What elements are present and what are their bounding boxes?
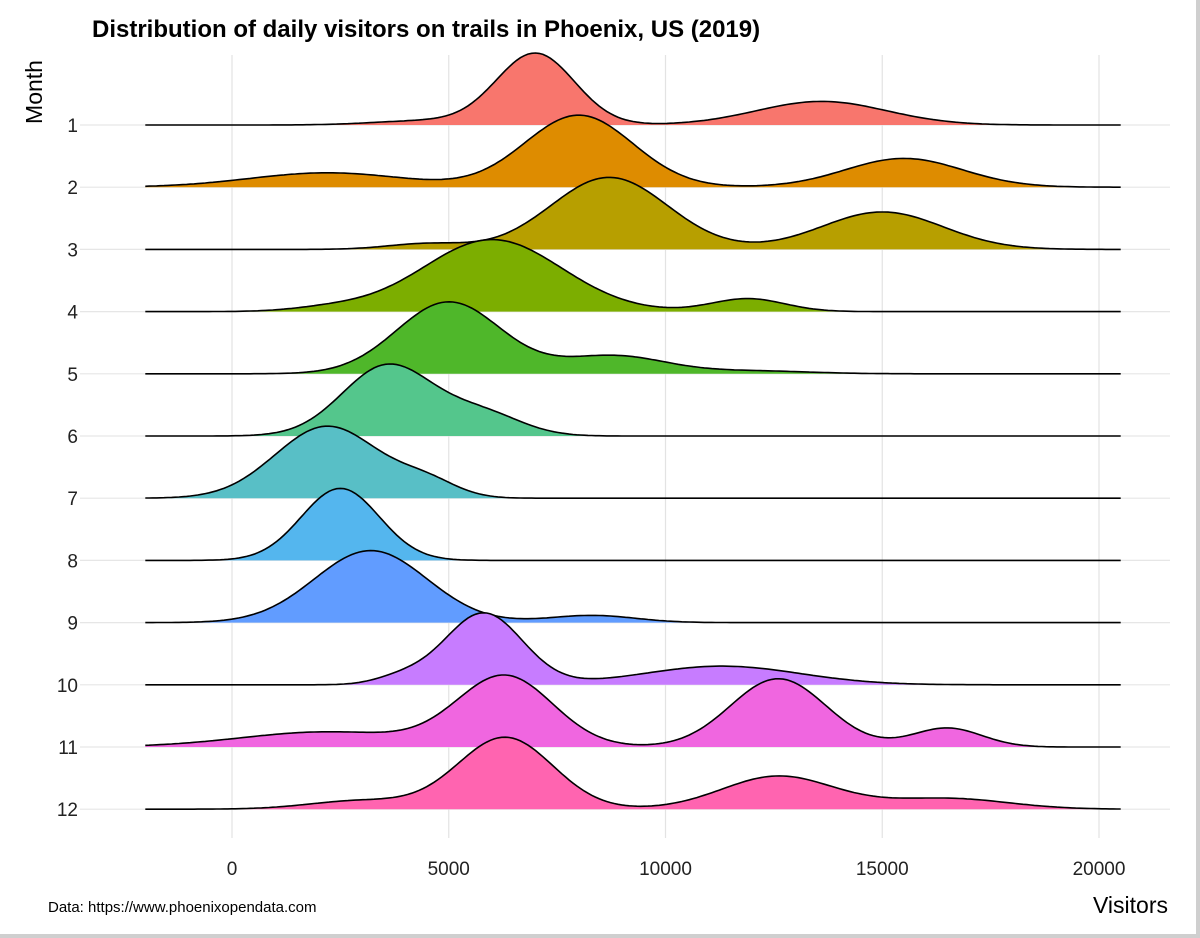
- ridge-fill-month-8: [145, 488, 1121, 561]
- ridge-outline-month-8: [145, 487, 1121, 562]
- x-tick-label: 20000: [1073, 859, 1126, 880]
- y-tick-label: 7: [67, 489, 78, 510]
- label-layer: 0 5000 10000 15000 20000123456789101112Visit…: [21, 60, 1168, 918]
- y-tick-label: 11: [58, 738, 78, 759]
- ridge-outline-month-11: [145, 674, 1121, 748]
- ridge-outline-month-10: [145, 611, 1121, 686]
- ridge-fill-month-3: [145, 177, 1121, 250]
- x-tick-label: 15000: [856, 859, 909, 880]
- ridge-fill-month-5: [145, 301, 1121, 374]
- ridge-outline-month-4: [145, 238, 1121, 313]
- ridge-outline-month-12: [145, 736, 1121, 810]
- ridge-fill-month-7: [145, 426, 1121, 499]
- ridge-outline-month-5: [145, 300, 1121, 375]
- ridge-outline-month-1: [145, 52, 1121, 126]
- ridge-fill-month-6: [145, 364, 1121, 436]
- chart-title: Distribution of daily visitors on trails…: [92, 16, 761, 43]
- x-tick-label: 10000: [639, 859, 692, 880]
- y-tick-label: 9: [67, 614, 78, 635]
- ridge-layer: [145, 52, 1121, 810]
- y-tick-label: 10: [57, 676, 78, 697]
- x-tick-label: 5000: [428, 859, 470, 880]
- y-tick-label: 1: [67, 116, 78, 137]
- ridge-outline-month-3: [145, 176, 1121, 251]
- y-tick-label: 12: [57, 800, 78, 821]
- ridge-fill-month-12: [145, 737, 1121, 810]
- ridge-fill-month-9: [145, 550, 1121, 623]
- ridge-outline-month-7: [145, 425, 1121, 499]
- ridge-outline-month-2: [145, 114, 1121, 188]
- ridge-fill-month-10: [145, 612, 1121, 685]
- y-tick-label: 6: [67, 427, 78, 448]
- ridge-fill-month-1: [145, 53, 1121, 125]
- x-tick-label: 0: [227, 859, 238, 880]
- y-tick-label: 5: [67, 365, 78, 386]
- y-tick-label: 4: [67, 303, 78, 324]
- ridge-fill-month-11: [145, 675, 1121, 747]
- ridge-outline-month-9: [145, 549, 1121, 624]
- ridge-fill-month-2: [145, 115, 1121, 188]
- ridge-outline-month-6: [145, 363, 1121, 437]
- y-tick-label: 3: [67, 240, 78, 261]
- ridge-fill-month-4: [145, 239, 1121, 312]
- data-source-caption: Data: https://www.phoenixopendata.com: [48, 899, 317, 916]
- y-tick-label: 2: [67, 178, 78, 199]
- y-axis-title: Month: [21, 60, 47, 124]
- x-axis-title: Visitors: [1093, 892, 1168, 918]
- y-tick-label: 8: [67, 551, 78, 572]
